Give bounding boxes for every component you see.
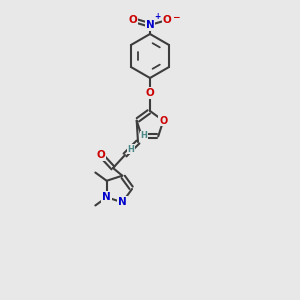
Text: H: H bbox=[128, 145, 134, 154]
Text: N: N bbox=[118, 197, 127, 207]
Text: O: O bbox=[129, 15, 137, 25]
Text: O: O bbox=[146, 88, 154, 98]
Text: N: N bbox=[102, 192, 111, 202]
Text: O: O bbox=[97, 150, 105, 160]
Text: +: + bbox=[154, 12, 160, 21]
Text: H: H bbox=[141, 131, 147, 140]
Text: −: − bbox=[172, 13, 179, 22]
Text: O: O bbox=[163, 15, 171, 25]
Text: O: O bbox=[159, 116, 167, 126]
Text: N: N bbox=[146, 20, 154, 30]
